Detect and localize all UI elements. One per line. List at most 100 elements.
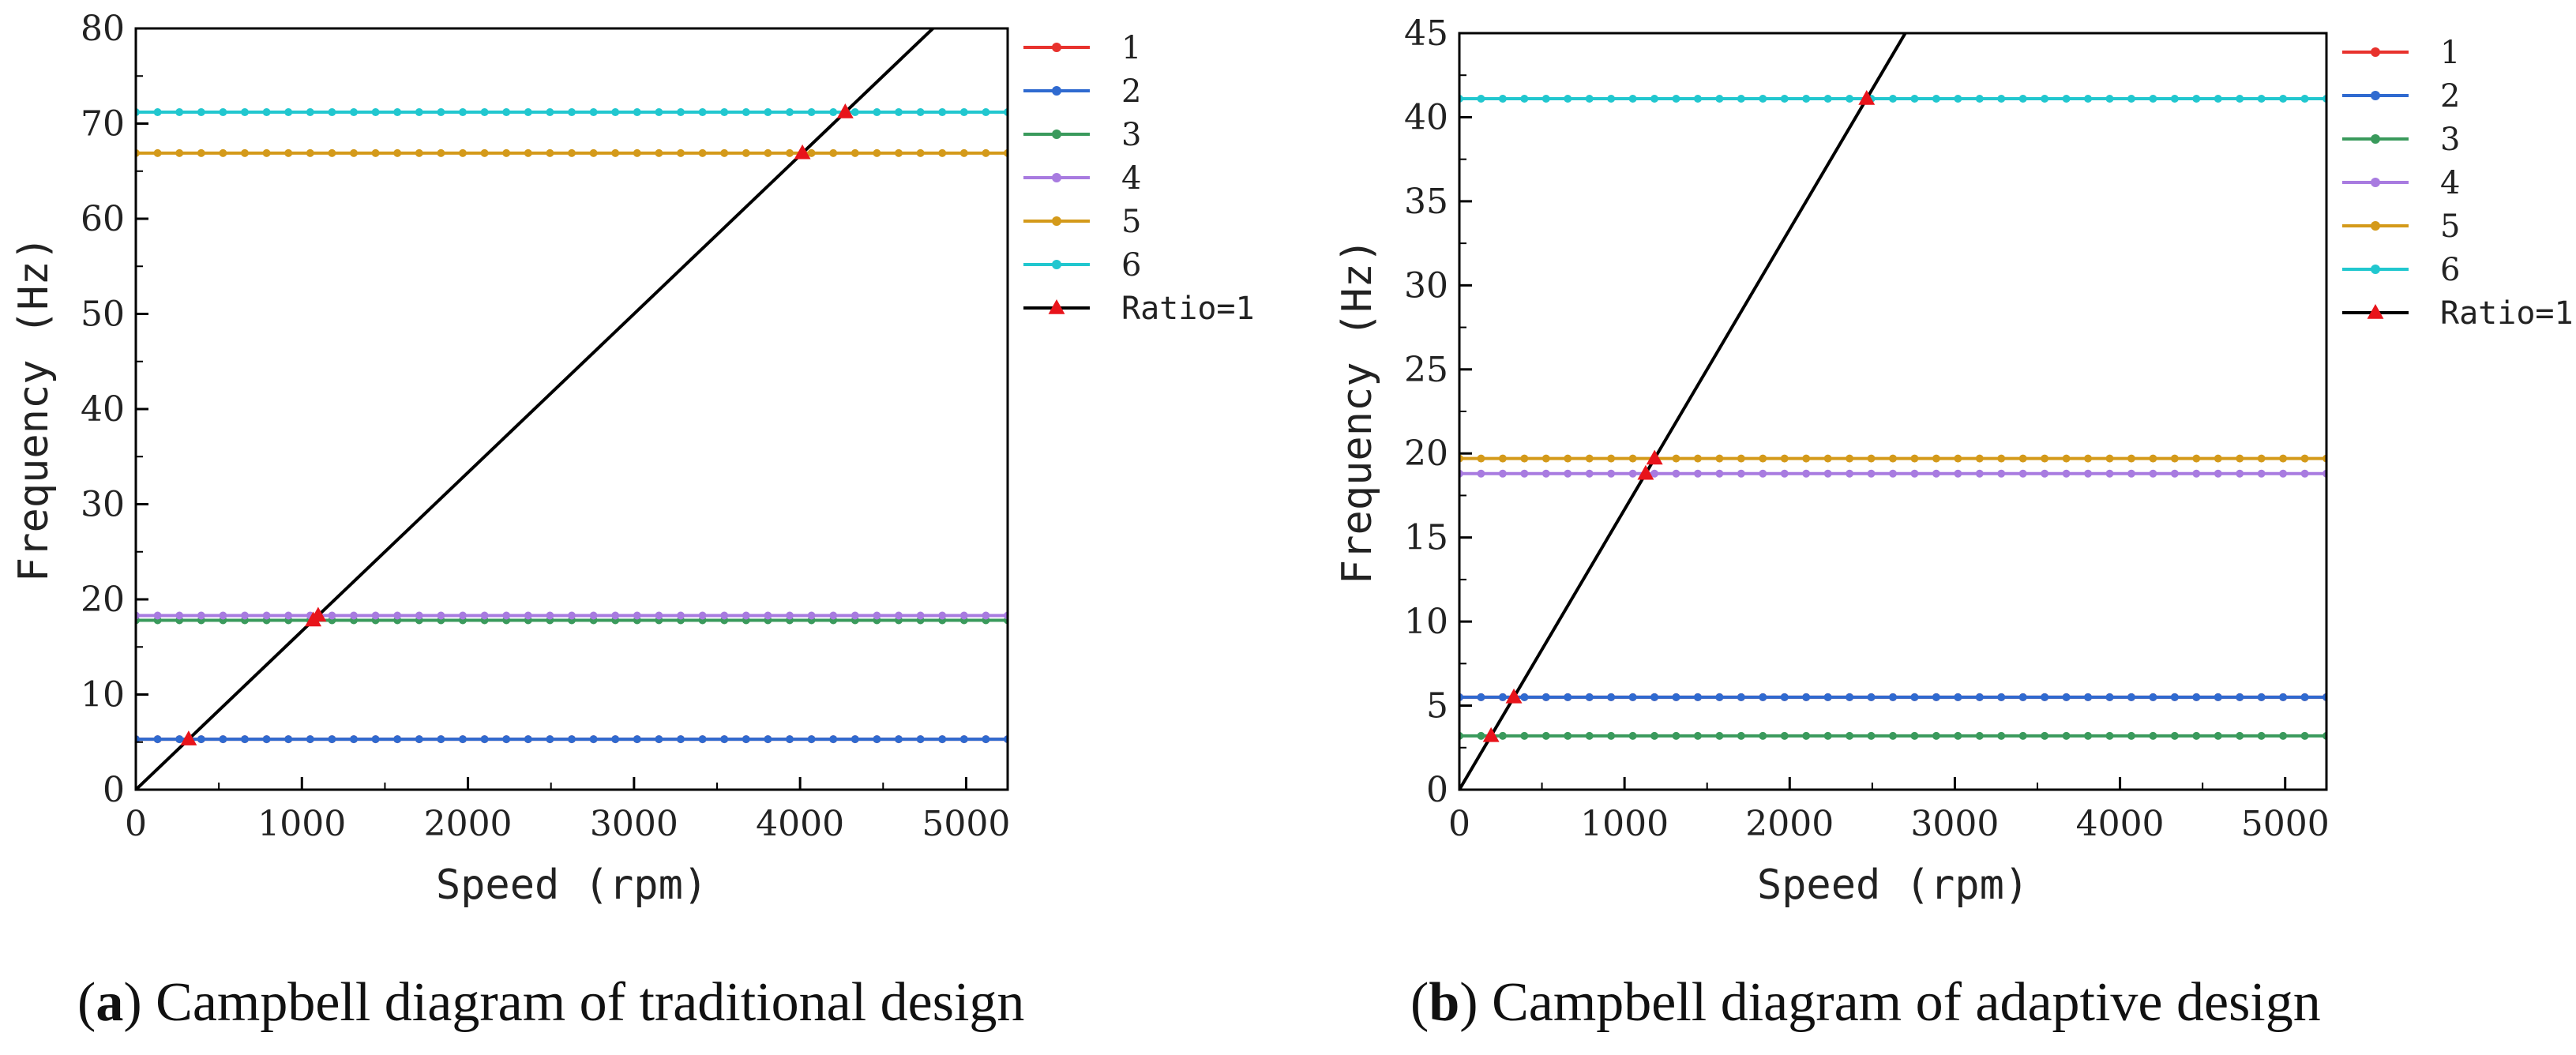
legend-marker-3-b (2371, 134, 2380, 144)
series-4-marker-a (982, 611, 990, 620)
series-5-marker-a (437, 148, 445, 157)
series-4-marker-a (611, 611, 620, 620)
intersection-marker-a (310, 606, 327, 622)
series-5-marker-b (2192, 454, 2201, 463)
series-3-marker-b (2279, 731, 2288, 740)
legend-b: 1 2 3 4 5 6 Ratio=1 (2342, 35, 2574, 332)
legend-marker-ratio-b (2367, 304, 2384, 319)
series-3-marker-b (1780, 731, 1789, 740)
series-4-marker-a (720, 611, 729, 620)
series-4-marker-a (350, 611, 358, 620)
series-2-marker-a (262, 735, 271, 744)
series-5-marker-a (633, 148, 641, 157)
series-3-marker-b (1889, 731, 1897, 740)
series-5-marker-b (1672, 454, 1680, 463)
series-4-marker-b (2149, 469, 2157, 478)
series-4-marker-a (219, 611, 227, 620)
legend-marker-4-a (1052, 173, 1061, 182)
series-3-marker-b (1975, 731, 1984, 740)
series-5-marker-a (524, 148, 532, 157)
series-6-marker-a (197, 108, 205, 117)
legend-label-6-a: 6 (1121, 247, 1141, 283)
series-3-marker-b (2149, 731, 2157, 740)
series-2-marker-a (393, 735, 402, 744)
series-4-marker-b (1564, 469, 1572, 478)
y-tick-label-a: 10 (81, 675, 125, 715)
series-5-marker-a (546, 148, 554, 157)
series-2-marker-b (2236, 693, 2244, 701)
series-2-marker-b (1541, 693, 1550, 701)
series-4-marker-a (655, 611, 663, 620)
y-tick-label-a: 50 (81, 295, 125, 335)
y-tick-label-b: 35 (1404, 182, 1448, 222)
series-5-marker-a (916, 148, 925, 157)
series-4-marker-b (2105, 469, 2114, 478)
series-2-marker-b (1628, 693, 1637, 701)
series-6-marker-b (1564, 95, 1572, 103)
series-2-marker-a (764, 735, 772, 744)
series-4-marker-b (1541, 469, 1550, 478)
series-3-marker-b (1846, 731, 1854, 740)
series-5-marker-a (480, 148, 489, 157)
legend-label-3-a: 3 (1121, 117, 1141, 153)
series-5-marker-a (786, 148, 794, 157)
y-tick-label-b: 40 (1404, 97, 1448, 137)
series-2-marker-a (306, 735, 314, 744)
x-tick-label-b: 0 (1448, 804, 1470, 844)
legend-label-2-a: 2 (1121, 73, 1141, 110)
series-3-marker-b (1867, 731, 1876, 740)
x-tick-label-b: 1000 (1580, 804, 1669, 844)
chart-panel-b: 0 1000 2000 3000 4000 5000051015202530354045S… (1334, 13, 2574, 909)
legend-marker-3-a (1052, 130, 1061, 139)
series-3-marker-b (1520, 731, 1529, 740)
x-axis-title-b: Speed (rpm) (1757, 862, 2029, 909)
series-2-marker-a (350, 735, 358, 744)
series-2-marker-a (415, 735, 423, 744)
series-4-marker-b (1737, 469, 1745, 478)
series-5-marker-b (1975, 454, 1984, 463)
series-2-marker-b (2127, 693, 2135, 701)
series-2-marker-b (1867, 693, 1876, 701)
y-tick-label-a: 40 (81, 389, 125, 430)
series-5-marker-a (371, 148, 380, 157)
series-3-marker-b (2018, 731, 2027, 740)
series-6-marker-b (1693, 95, 1702, 103)
y-tick-label-a: 30 (81, 485, 125, 525)
series-4-marker-b (1650, 469, 1659, 478)
series-6-marker-a (655, 108, 663, 117)
legend-marker-1-a (1052, 43, 1061, 52)
series-5-marker-b (2214, 454, 2222, 463)
x-tick-label-a: 1000 (257, 804, 346, 844)
legend-marker-2-a (1052, 86, 1061, 96)
series-2-marker-b (2105, 693, 2114, 701)
series-4-marker-b (2192, 469, 2201, 478)
series-4-marker-a (873, 611, 881, 620)
y-tick-label-b: 0 (1426, 770, 1448, 810)
series-2-marker-a (568, 735, 576, 744)
series-6-marker-a (677, 108, 685, 117)
series-6-marker-a (764, 108, 772, 117)
series-3-marker-b (1693, 731, 1702, 740)
series-4-marker-a (938, 611, 947, 620)
series-5-marker-b (1954, 454, 1962, 463)
x-tick-label-a: 3000 (590, 804, 678, 844)
series-5-marker-b (1780, 454, 1789, 463)
series-2-marker-b (1585, 693, 1594, 701)
y-tick-label-a: 70 (81, 104, 125, 145)
series-4-marker-b (1672, 469, 1680, 478)
series-3-marker-b (2214, 731, 2222, 740)
series-6-marker-a (437, 108, 445, 117)
series-2-marker-b (1975, 693, 1984, 701)
series-5-marker-a (851, 148, 859, 157)
series-6-marker-a (241, 108, 249, 117)
series-3-marker-b (1802, 731, 1811, 740)
series-5-marker-a (938, 148, 947, 157)
y-tick-label-b: 20 (1404, 434, 1448, 474)
series-6-marker-a (982, 108, 990, 117)
series-2-marker-a (895, 735, 903, 744)
series-2-marker-a (328, 735, 336, 744)
series-4-marker-b (1498, 469, 1507, 478)
intersection-marker-a (180, 730, 197, 745)
series-4-marker-b (1846, 469, 1854, 478)
series-4-marker-a (568, 611, 576, 620)
